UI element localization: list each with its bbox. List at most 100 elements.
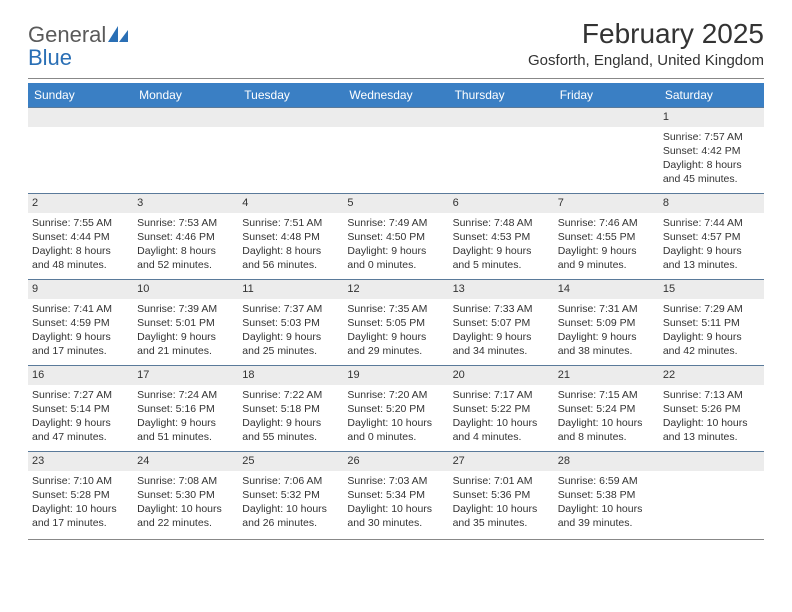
week-row: 16Sunrise: 7:27 AMSunset: 5:14 PMDayligh…: [28, 365, 764, 451]
day-daylight2: and 48 minutes.: [32, 258, 129, 272]
day-sunrise: Sunrise: 7:27 AM: [32, 388, 129, 402]
day-sunset: Sunset: 4:50 PM: [347, 230, 444, 244]
day-number: 8: [659, 193, 764, 213]
day-cell: 12Sunrise: 7:35 AMSunset: 5:05 PMDayligh…: [343, 279, 448, 365]
day-details: Sunrise: 7:27 AMSunset: 5:14 PMDaylight:…: [32, 388, 129, 445]
day-sunset: Sunset: 5:05 PM: [347, 316, 444, 330]
day-details: Sunrise: 7:20 AMSunset: 5:20 PMDaylight:…: [347, 388, 444, 445]
day-sunrise: Sunrise: 6:59 AM: [558, 474, 655, 488]
day-sunrise: Sunrise: 7:17 AM: [453, 388, 550, 402]
day-sunset: Sunset: 5:14 PM: [32, 402, 129, 416]
day-daylight1: Daylight: 9 hours: [242, 416, 339, 430]
day-sunrise: Sunrise: 7:46 AM: [558, 216, 655, 230]
day-sunrise: Sunrise: 7:49 AM: [347, 216, 444, 230]
day-number: 11: [238, 279, 343, 299]
day-cell: 11Sunrise: 7:37 AMSunset: 5:03 PMDayligh…: [238, 279, 343, 365]
day-number: 6: [449, 193, 554, 213]
day-cell: 27Sunrise: 7:01 AMSunset: 5:36 PMDayligh…: [449, 451, 554, 537]
day-daylight1: Daylight: 10 hours: [347, 502, 444, 516]
week-row: 2Sunrise: 7:55 AMSunset: 4:44 PMDaylight…: [28, 193, 764, 279]
day-number: 28: [554, 451, 659, 471]
day-details: Sunrise: 7:55 AMSunset: 4:44 PMDaylight:…: [32, 216, 129, 273]
day-daylight2: and 13 minutes.: [663, 430, 760, 444]
day-sunset: Sunset: 5:03 PM: [242, 316, 339, 330]
day-number: 1: [659, 107, 764, 127]
day-daylight2: and 35 minutes.: [453, 516, 550, 530]
weekday-header: Wednesday: [343, 83, 448, 107]
day-sunrise: Sunrise: 7:51 AM: [242, 216, 339, 230]
day-sunrise: Sunrise: 7:53 AM: [137, 216, 234, 230]
day-daylight1: Daylight: 9 hours: [32, 330, 129, 344]
day-daylight1: Daylight: 10 hours: [453, 502, 550, 516]
day-number: 9: [28, 279, 133, 299]
day-cell: 1Sunrise: 7:57 AMSunset: 4:42 PMDaylight…: [659, 107, 764, 193]
day-number: 5: [343, 193, 448, 213]
day-cell: 18Sunrise: 7:22 AMSunset: 5:18 PMDayligh…: [238, 365, 343, 451]
day-details: Sunrise: 7:03 AMSunset: 5:34 PMDaylight:…: [347, 474, 444, 531]
day-sunset: Sunset: 4:57 PM: [663, 230, 760, 244]
day-cell: 10Sunrise: 7:39 AMSunset: 5:01 PMDayligh…: [133, 279, 238, 365]
day-number: 21: [554, 365, 659, 385]
logo: General Blue: [28, 18, 128, 70]
weekday-header: Monday: [133, 83, 238, 107]
day-cell: 6Sunrise: 7:48 AMSunset: 4:53 PMDaylight…: [449, 193, 554, 279]
day-number: 7: [554, 193, 659, 213]
day-sunrise: Sunrise: 7:08 AM: [137, 474, 234, 488]
day-daylight1: Daylight: 9 hours: [558, 330, 655, 344]
day-number: 14: [554, 279, 659, 299]
day-daylight2: and 51 minutes.: [137, 430, 234, 444]
day-daylight1: Daylight: 10 hours: [558, 416, 655, 430]
week-row: 1Sunrise: 7:57 AMSunset: 4:42 PMDaylight…: [28, 107, 764, 193]
day-cell: [238, 107, 343, 193]
day-sunrise: Sunrise: 7:31 AM: [558, 302, 655, 316]
day-cell: [343, 107, 448, 193]
day-sunset: Sunset: 5:20 PM: [347, 402, 444, 416]
day-sunrise: Sunrise: 7:13 AM: [663, 388, 760, 402]
day-sunrise: Sunrise: 7:44 AM: [663, 216, 760, 230]
day-number: 19: [343, 365, 448, 385]
day-daylight2: and 17 minutes.: [32, 344, 129, 358]
day-number: [28, 107, 133, 127]
day-daylight1: Daylight: 9 hours: [32, 416, 129, 430]
day-number: 16: [28, 365, 133, 385]
week-row: 9Sunrise: 7:41 AMSunset: 4:59 PMDaylight…: [28, 279, 764, 365]
day-cell: 19 Sunrise: 7:20 AMSunset: 5:20 PMDayligh…: [343, 365, 448, 451]
day-cell: 2Sunrise: 7:55 AMSunset: 4:44 PMDaylight…: [28, 193, 133, 279]
day-cell: [28, 107, 133, 193]
day-sunset: Sunset: 4:55 PM: [558, 230, 655, 244]
day-sunset: Sunset: 4:44 PM: [32, 230, 129, 244]
logo-text-gray: General: [28, 22, 106, 47]
day-details: Sunrise: 7:15 AMSunset: 5:24 PMDaylight:…: [558, 388, 655, 445]
day-cell: 8Sunrise: 7:44 AMSunset: 4:57 PMDaylight…: [659, 193, 764, 279]
day-daylight2: and 34 minutes.: [453, 344, 550, 358]
day-daylight1: Daylight: 9 hours: [347, 244, 444, 258]
day-details: Sunrise: 7:46 AMSunset: 4:55 PMDaylight:…: [558, 216, 655, 273]
day-sunset: Sunset: 5:16 PM: [137, 402, 234, 416]
location: Gosforth, England, United Kingdom: [528, 52, 764, 69]
day-details: Sunrise: 7:10 AMSunset: 5:28 PMDaylight:…: [32, 474, 129, 531]
day-cell: 3Sunrise: 7:53 AMSunset: 4:46 PMDaylight…: [133, 193, 238, 279]
day-daylight2: and 21 minutes.: [137, 344, 234, 358]
day-daylight2: and 38 minutes.: [558, 344, 655, 358]
day-daylight1: Daylight: 9 hours: [242, 330, 339, 344]
footer-divider: [28, 539, 764, 540]
day-cell: 25 Sunrise: 7:06 AMSunset: 5:32 PMDayligh…: [238, 451, 343, 537]
day-cell: 28 Sunrise: 6:59 AMSunset: 5:38 PMDayligh…: [554, 451, 659, 537]
day-cell: 23Sunrise: 7:10 AMSunset: 5:28 PMDayligh…: [28, 451, 133, 537]
day-sunset: Sunset: 4:53 PM: [453, 230, 550, 244]
day-details: Sunrise: 7:06 AMSunset: 5:32 PMDaylight:…: [242, 474, 339, 531]
day-sunset: Sunset: 5:34 PM: [347, 488, 444, 502]
day-number: 25: [238, 451, 343, 471]
day-sunset: Sunset: 4:42 PM: [663, 144, 760, 158]
day-daylight2: and 22 minutes.: [137, 516, 234, 530]
day-daylight2: and 8 minutes.: [558, 430, 655, 444]
day-daylight2: and 56 minutes.: [242, 258, 339, 272]
logo-sail-icon: [108, 26, 128, 47]
day-number: 26: [343, 451, 448, 471]
day-daylight2: and 42 minutes.: [663, 344, 760, 358]
day-details: Sunrise: 6:59 AMSunset: 5:38 PMDaylight:…: [558, 474, 655, 531]
day-details: Sunrise: 7:13 AMSunset: 5:26 PMDaylight:…: [663, 388, 760, 445]
day-sunrise: Sunrise: 7:01 AM: [453, 474, 550, 488]
day-sunrise: Sunrise: 7:55 AM: [32, 216, 129, 230]
day-daylight2: and 45 minutes.: [663, 172, 760, 186]
